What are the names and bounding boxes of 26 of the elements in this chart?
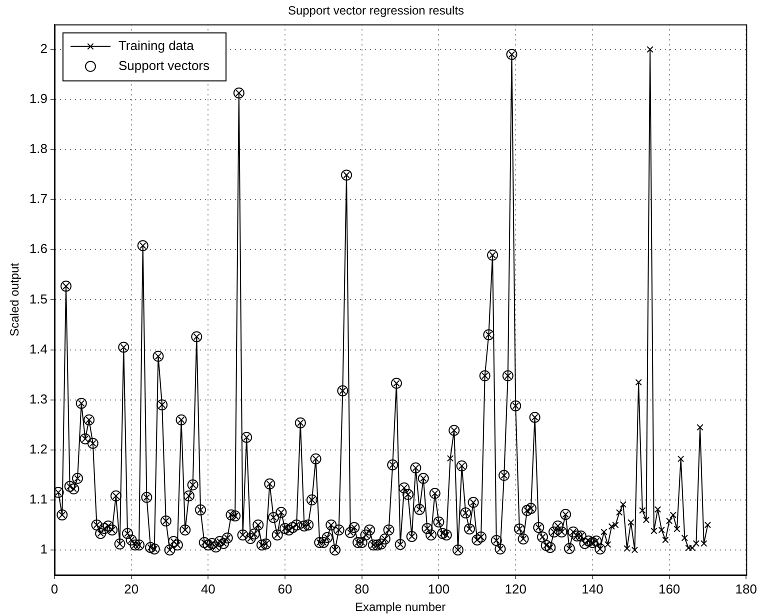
x-tick-label: 40	[200, 581, 216, 596]
x-tick-label: 140	[582, 581, 604, 596]
y-tick-label: 1.4	[29, 341, 48, 356]
x-tick-label: 120	[504, 581, 526, 596]
x-tick-label: 60	[278, 581, 292, 596]
x-tick-label: 0	[50, 581, 58, 596]
x-tick-label: 20	[124, 581, 139, 596]
y-tick-label: 1.9	[29, 91, 48, 106]
y-tick-label: 1.1	[29, 491, 48, 506]
y-tick-label: 1.5	[29, 291, 48, 306]
y-tick-label: 1.3	[29, 391, 48, 406]
y-tick-label: 1.2	[29, 441, 48, 456]
y-tick-label: 1.8	[29, 141, 48, 156]
y-axis-title: Scaled output	[8, 262, 22, 336]
y-tick-label: 1.6	[29, 241, 48, 256]
y-tick-label: 1.7	[29, 191, 48, 206]
x-tick-label: 180	[735, 581, 758, 596]
legend-label: Support vectors	[118, 58, 210, 73]
legend-label: Training data	[118, 38, 195, 53]
chart-title: Support vector regression results	[288, 4, 464, 18]
x-tick-label: 80	[354, 581, 370, 596]
x-tick-label: 100	[428, 581, 450, 596]
y-tick-label: 2	[40, 41, 48, 56]
x-axis-title: Example number	[354, 600, 446, 614]
x-tick-label: 160	[658, 581, 680, 596]
y-tick-label: 1	[40, 542, 48, 557]
